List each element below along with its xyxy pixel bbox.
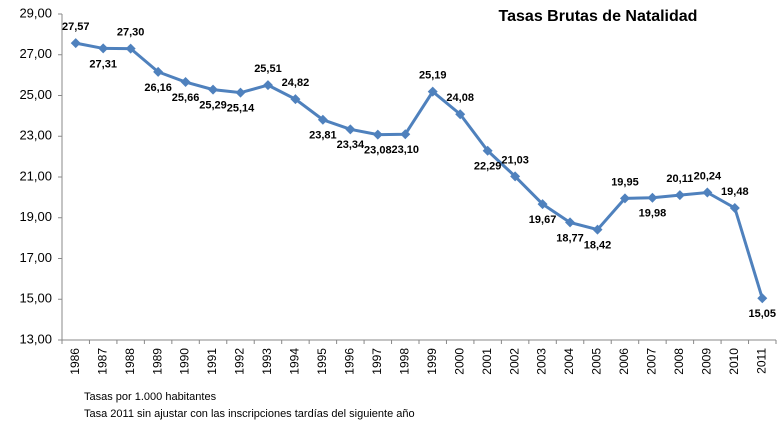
x-tick-label: 1998 (397, 348, 411, 375)
marker (345, 124, 356, 135)
x-tick-label: 2000 (452, 348, 466, 375)
marker (317, 114, 328, 125)
marker (125, 43, 136, 54)
marker (455, 109, 466, 120)
x-tick-label: 2011 (754, 348, 768, 374)
marker (565, 217, 576, 228)
marker (757, 293, 768, 304)
marker (702, 187, 713, 198)
value-label: 24,08 (446, 92, 474, 104)
value-label: 21,03 (501, 154, 529, 166)
x-tick-label: 1995 (315, 348, 329, 375)
marker (153, 66, 164, 77)
value-label: 18,42 (584, 239, 612, 251)
value-label: 27,30 (117, 27, 145, 39)
y-tick-label: 15,00 (19, 291, 52, 306)
marker (674, 190, 685, 201)
marker (208, 84, 219, 95)
value-label: 19,48 (721, 186, 749, 198)
marker (70, 38, 81, 49)
y-tick-label: 13,00 (19, 331, 52, 346)
y-tick-label: 17,00 (19, 250, 52, 265)
x-tick-label: 2007 (645, 348, 659, 375)
value-label: 23,08 (364, 145, 392, 157)
x-tick-label: 1988 (123, 348, 137, 375)
value-label: 23,10 (392, 144, 420, 156)
y-tick-label: 27,00 (19, 46, 52, 61)
marker (619, 193, 630, 204)
marker (647, 192, 658, 203)
value-label: 23,81 (309, 130, 337, 142)
x-tick-label: 1993 (260, 348, 274, 375)
value-label: 27,57 (62, 21, 90, 33)
x-tick-label: 2003 (535, 348, 549, 375)
value-label: 20,11 (666, 173, 693, 185)
y-tick-label: 23,00 (19, 128, 52, 143)
x-tick-label: 2009 (700, 348, 714, 375)
marker (729, 202, 740, 213)
value-label: 25,66 (172, 92, 200, 104)
value-label: 25,29 (199, 99, 227, 111)
note: Tasas por 1.000 habitantes (84, 391, 217, 403)
value-label: 22,29 (474, 161, 502, 173)
value-label: 24,82 (282, 77, 310, 89)
marker (180, 77, 191, 88)
y-tick-label: 19,00 (19, 209, 52, 224)
marker (98, 43, 109, 54)
x-tick-label: 1989 (150, 348, 164, 375)
marker (400, 129, 411, 140)
marker (510, 171, 521, 182)
marker (427, 86, 438, 97)
value-label: 25,14 (227, 103, 255, 115)
marker (372, 129, 383, 140)
value-label: 27,31 (89, 58, 117, 70)
x-tick-label: 2001 (480, 348, 494, 375)
x-tick-label: 2008 (672, 348, 686, 375)
x-tick-label: 2010 (727, 348, 741, 375)
marker (592, 224, 603, 235)
x-tick-label: 2002 (507, 348, 521, 375)
x-tick-label: 1987 (95, 348, 109, 375)
marker (235, 87, 246, 98)
x-tick-label: 1992 (233, 348, 247, 375)
chart-title: Tasas Brutas de Natalidad (499, 8, 698, 25)
value-label: 25,51 (254, 63, 282, 75)
x-tick-label: 1994 (288, 348, 302, 375)
y-tick-label: 25,00 (19, 87, 52, 102)
value-label: 15,05 (749, 308, 777, 320)
note: Tasa 2011 sin ajustar con las inscripcio… (84, 408, 415, 420)
value-label: 26,16 (144, 82, 172, 94)
value-label: 20,24 (694, 170, 722, 182)
value-label: 23,34 (337, 139, 365, 151)
value-label: 19,98 (639, 208, 667, 220)
x-tick-label: 2005 (590, 348, 604, 375)
marker (262, 80, 273, 91)
x-tick-label: 1999 (425, 348, 439, 375)
marker (537, 199, 548, 210)
marker (482, 145, 493, 156)
marker (290, 94, 301, 105)
x-tick-label: 1986 (68, 348, 82, 375)
x-tick-label: 1990 (178, 348, 192, 375)
x-tick-label: 1997 (370, 348, 384, 375)
value-label: 25,19 (419, 70, 447, 82)
x-tick-label: 1996 (343, 348, 357, 375)
y-tick-label: 21,00 (19, 168, 52, 183)
value-label: 19,67 (529, 214, 557, 226)
y-tick-label: 29,00 (19, 5, 52, 20)
x-tick-label: 2006 (617, 348, 631, 375)
x-tick-label: 1991 (205, 348, 219, 375)
value-label: 18,77 (556, 232, 584, 244)
x-tick-label: 2004 (562, 348, 576, 375)
value-label: 19,95 (611, 176, 639, 188)
